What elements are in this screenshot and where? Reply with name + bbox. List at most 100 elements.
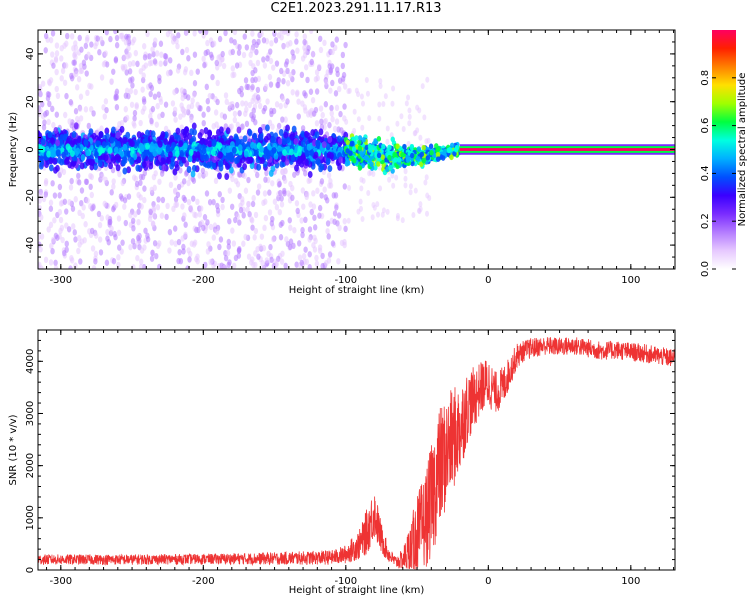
heatmap-cell	[186, 198, 192, 206]
heatmap-cell	[150, 105, 156, 113]
heatmap-cell	[189, 69, 194, 77]
heatmap-cell	[73, 262, 78, 269]
heatmap-cell	[343, 41, 348, 49]
heatmap-cell	[66, 137, 71, 145]
heatmap-cell	[300, 187, 306, 194]
heatmap-cell	[332, 210, 338, 217]
colorbar	[712, 30, 736, 269]
heatmap-cell	[354, 135, 359, 141]
heatmap-cell	[229, 203, 235, 210]
heatmap-cell	[295, 89, 300, 96]
heatmap-xtick-label: -100	[334, 275, 357, 286]
heatmap-cell	[261, 244, 267, 252]
heatmap-cell	[138, 68, 143, 75]
heatmap-cell	[79, 187, 85, 194]
heatmap-cell	[201, 224, 206, 232]
heatmap-cell	[227, 187, 233, 194]
heatmap-cell	[77, 234, 82, 242]
heatmap-cell	[123, 92, 129, 99]
colorbar-label: Normalized spectral amplitude	[737, 73, 748, 227]
heatmap-cell	[71, 131, 77, 139]
heatmap-cell	[76, 172, 81, 180]
heatmap-cell	[124, 69, 129, 76]
heatmap-cell	[256, 163, 262, 171]
heatmap-cell	[281, 138, 287, 146]
heatmap-cell	[72, 59, 77, 66]
heatmap-cell	[121, 65, 126, 72]
heatmap-cell	[134, 180, 140, 188]
heatmap-cell	[159, 133, 165, 141]
heatmap-cell	[136, 208, 141, 215]
heatmap-cell	[290, 154, 296, 162]
heatmap-cell	[424, 210, 429, 217]
heatmap-cell	[222, 113, 228, 120]
heatmap-cell	[279, 258, 285, 265]
heatmap-cell	[123, 106, 129, 113]
heatmap-cell	[288, 224, 293, 231]
colorbar-tick-label: 0.6	[700, 118, 711, 134]
heatmap-cell	[64, 240, 69, 248]
heatmap-cell	[102, 200, 107, 207]
heatmap-cell	[253, 119, 258, 126]
heatmap-cell	[337, 77, 343, 84]
heatmap-cell	[38, 205, 42, 212]
heatmap-cell	[159, 51, 164, 58]
heatmap-cell	[227, 218, 232, 225]
heatmap-cell	[192, 51, 198, 58]
heatmap-cell	[308, 201, 313, 208]
heatmap-cell	[285, 98, 290, 105]
heatmap-cell	[122, 197, 128, 204]
heatmap-cell	[142, 185, 147, 192]
heatmap-cell	[365, 90, 370, 97]
heatmap-cell	[143, 62, 149, 69]
heatmap-cell	[64, 208, 69, 215]
heatmap-cell	[47, 100, 52, 108]
heatmap-cell	[319, 178, 325, 185]
heatmap-cell	[59, 45, 64, 52]
heatmap-cell	[113, 57, 119, 64]
heatmap-cell	[57, 208, 63, 216]
heatmap-cell	[345, 148, 350, 154]
heatmap-ytick-label: -40	[25, 237, 36, 253]
heatmap-cell	[59, 75, 64, 82]
heatmap-xtick-label: -300	[49, 275, 72, 286]
heatmap-cell	[287, 217, 292, 224]
heatmap-cell	[132, 243, 137, 250]
heatmap-cell	[109, 136, 115, 144]
heatmap-cell	[153, 37, 158, 44]
snr-ytick-label: 2000	[25, 453, 36, 478]
heatmap-cell	[138, 119, 143, 127]
heatmap-cell	[250, 83, 255, 91]
heatmap-cell	[285, 124, 290, 132]
heatmap-cell	[48, 77, 54, 84]
heatmap-cell	[330, 116, 335, 123]
heatmap-cell	[373, 164, 378, 171]
heatmap-cell	[267, 189, 272, 196]
heatmap-cell	[97, 147, 103, 155]
heatmap-cell	[276, 255, 281, 263]
heatmap-cell	[152, 93, 158, 100]
heatmap-cell	[173, 174, 178, 181]
heatmap-cell	[198, 30, 203, 34]
heatmap-cell	[253, 67, 258, 74]
heatmap-cell	[223, 30, 228, 37]
heatmap-cell	[301, 203, 306, 210]
heatmap-cell	[268, 48, 273, 55]
heatmap-cell	[46, 150, 52, 158]
heatmap-cell	[122, 143, 128, 151]
heatmap-cell	[58, 200, 64, 207]
heatmap-cell	[93, 163, 98, 171]
heatmap-cell	[274, 60, 280, 67]
heatmap-cell	[280, 250, 285, 257]
heatmap-cell	[342, 218, 347, 225]
heatmap-cell	[376, 161, 381, 167]
heatmap-cell	[156, 196, 161, 203]
heatmap-cell	[315, 139, 321, 147]
heatmap-cell	[145, 129, 150, 137]
heatmap-cell	[256, 183, 262, 190]
heatmap-cell	[390, 172, 395, 179]
heatmap-cell	[318, 165, 324, 173]
heatmap-cell	[223, 92, 229, 99]
heatmap-cell	[139, 145, 145, 153]
heatmap-cell	[394, 174, 399, 181]
